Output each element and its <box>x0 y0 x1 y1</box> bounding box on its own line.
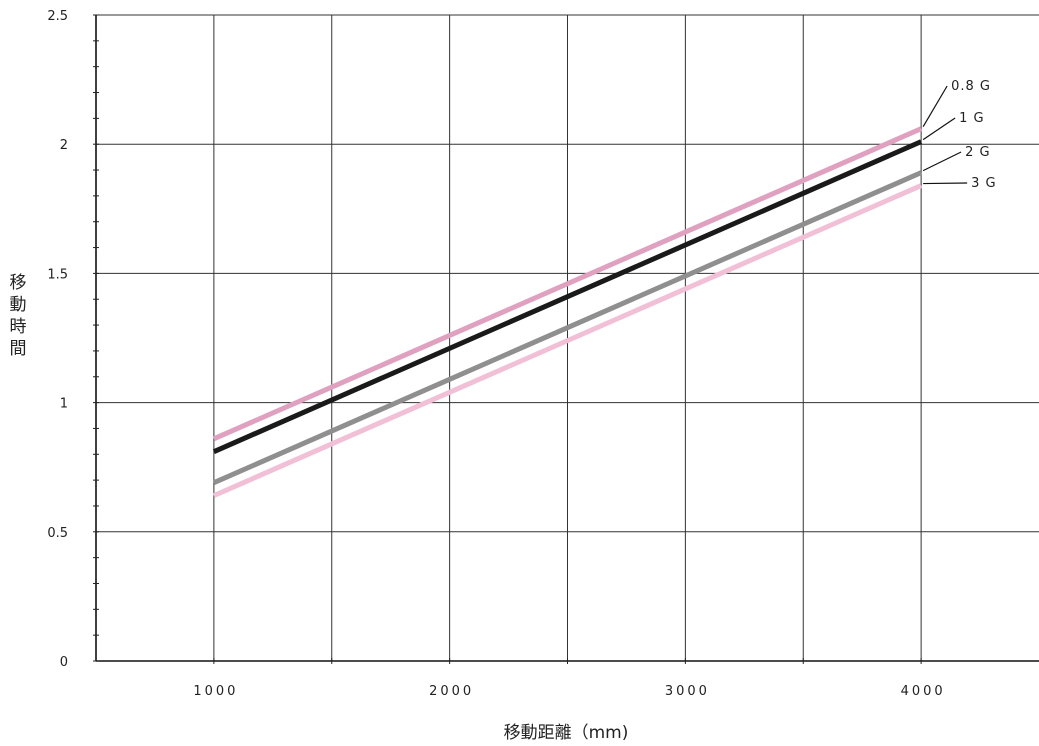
x-tick-label: 1000 <box>193 684 238 699</box>
series-labels: 0.8 G 1 G 2 G 3 G <box>922 79 996 191</box>
series-label-leader <box>922 117 956 141</box>
y-tick-label: 2 <box>60 138 68 153</box>
series-line <box>212 183 923 498</box>
series-label: 2 G <box>965 145 990 160</box>
y-tick-label: 1 <box>60 397 68 412</box>
series-lines <box>212 126 923 498</box>
series-label: 3 G <box>971 176 996 191</box>
x-axis-title: 移動距離（mm) <box>504 723 629 743</box>
series-line <box>212 139 923 454</box>
series-label-leader <box>922 85 948 128</box>
tick-labels: 0 0.5 1 1.5 2 2.5 1000 2000 3000 4000 <box>47 9 946 699</box>
x-tick-label: 3000 <box>665 684 710 699</box>
series-label-leader <box>922 151 962 172</box>
axes <box>93 14 1039 664</box>
series-label: 1 G <box>959 111 984 126</box>
y-axis-title: 移動時間 <box>9 273 27 359</box>
grid <box>96 14 1039 661</box>
y-tick-label: 1.5 <box>47 267 68 282</box>
series-line <box>212 170 923 485</box>
y-tick-label: 2.5 <box>47 9 68 24</box>
series-label: 0.8 G <box>951 79 991 94</box>
y-tick-label: 0 <box>60 655 68 670</box>
x-tick-label: 4000 <box>901 684 946 699</box>
series-label-leader <box>923 182 968 185</box>
series-line <box>212 126 923 442</box>
x-tick-label: 2000 <box>429 684 474 699</box>
y-tick-label: 0.5 <box>47 526 68 541</box>
